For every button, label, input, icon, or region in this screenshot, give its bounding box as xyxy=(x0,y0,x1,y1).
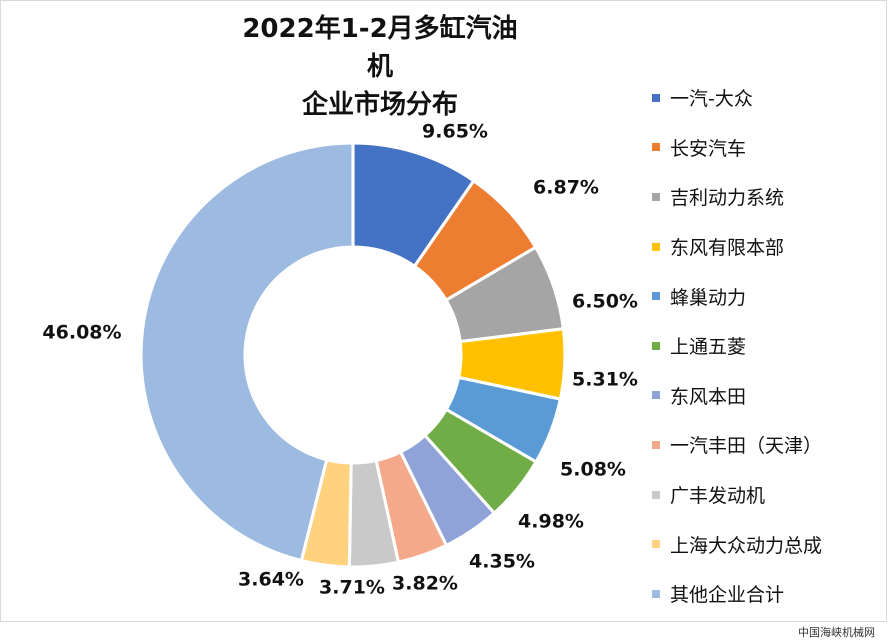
legend-swatch xyxy=(652,540,660,549)
donut-chart: 9.65% 6.87% 6.50% 5.31% 5.08% 4.98% 4.35% 3.82%… xyxy=(42,121,638,599)
legend-swatch xyxy=(652,391,660,400)
legend-swatch xyxy=(652,341,660,350)
data-label-7: 4.35% xyxy=(469,551,535,573)
legend-swatch xyxy=(652,440,660,449)
legend-swatch xyxy=(652,143,660,152)
data-label-4: 5.31% xyxy=(572,369,638,391)
legend-label: 广丰发动机 xyxy=(670,485,766,508)
data-label-8: 3.82% xyxy=(392,573,458,595)
watermark: 中国海峡机械网 xyxy=(798,626,875,639)
legend-label: 其他企业合计 xyxy=(670,584,785,607)
legend-item: 一汽-大众 xyxy=(652,73,882,123)
chart-title-line-1: 2022年1-2月多缸汽油机 xyxy=(242,14,518,82)
data-label-5: 5.08% xyxy=(560,459,626,481)
legend-swatch xyxy=(652,589,660,598)
data-label-11: 46.08% xyxy=(42,322,121,344)
legend-swatch xyxy=(652,490,660,499)
legend-label: 东风本田 xyxy=(670,385,747,408)
legend-swatch xyxy=(652,192,660,201)
data-label-9: 3.71% xyxy=(319,577,385,599)
legend-label: 东风有限本部 xyxy=(670,237,785,260)
legend-item: 吉利动力系统 xyxy=(652,172,882,222)
legend-item: 上海大众动力总成 xyxy=(652,519,882,569)
chart-title-line-2: 企业市场分布 xyxy=(301,90,458,120)
data-label-10: 3.64% xyxy=(238,569,304,591)
legend-swatch xyxy=(652,292,660,301)
legend-item: 一汽丰田（天津） xyxy=(652,420,882,470)
data-label-6: 4.98% xyxy=(518,511,584,533)
legend-item: 其他企业合计 xyxy=(652,569,882,619)
legend-label: 蜂巢动力 xyxy=(670,286,747,309)
data-label-1: 9.65% xyxy=(422,121,488,143)
legend-label: 上通五菱 xyxy=(670,336,747,359)
legend-swatch xyxy=(652,242,660,251)
legend-item: 蜂巢动力 xyxy=(652,271,882,321)
legend-item: 东风有限本部 xyxy=(652,222,882,272)
legend-label: 一汽丰田（天津） xyxy=(670,435,823,458)
legend-item: 长安汽车 xyxy=(652,123,882,173)
chart-frame xyxy=(0,0,887,622)
chart-legend: 一汽-大众长安汽车吉利动力系统 东风有限本部 蜂巢动力上通五菱东风本田一汽丰田（天津… xyxy=(652,73,882,619)
legend-item: 广丰发动机 xyxy=(652,470,882,520)
data-label-3: 6.50% xyxy=(572,291,638,313)
legend-label: 一汽-大众 xyxy=(670,88,753,111)
legend-item: 东风本田 xyxy=(652,371,882,421)
legend-item: 上通五菱 xyxy=(652,321,882,371)
data-label-2: 6.87% xyxy=(533,177,599,199)
legend-label: 上海大众动力总成 xyxy=(670,534,823,557)
donut-slice-11 xyxy=(139,141,355,563)
legend-swatch xyxy=(652,93,660,102)
chart-title: 2022年1-2月多缸汽油机 企业市场分布 xyxy=(230,10,530,124)
legend-label: 长安汽车 xyxy=(670,137,747,160)
legend-label: 吉利动力系统 xyxy=(670,187,785,210)
